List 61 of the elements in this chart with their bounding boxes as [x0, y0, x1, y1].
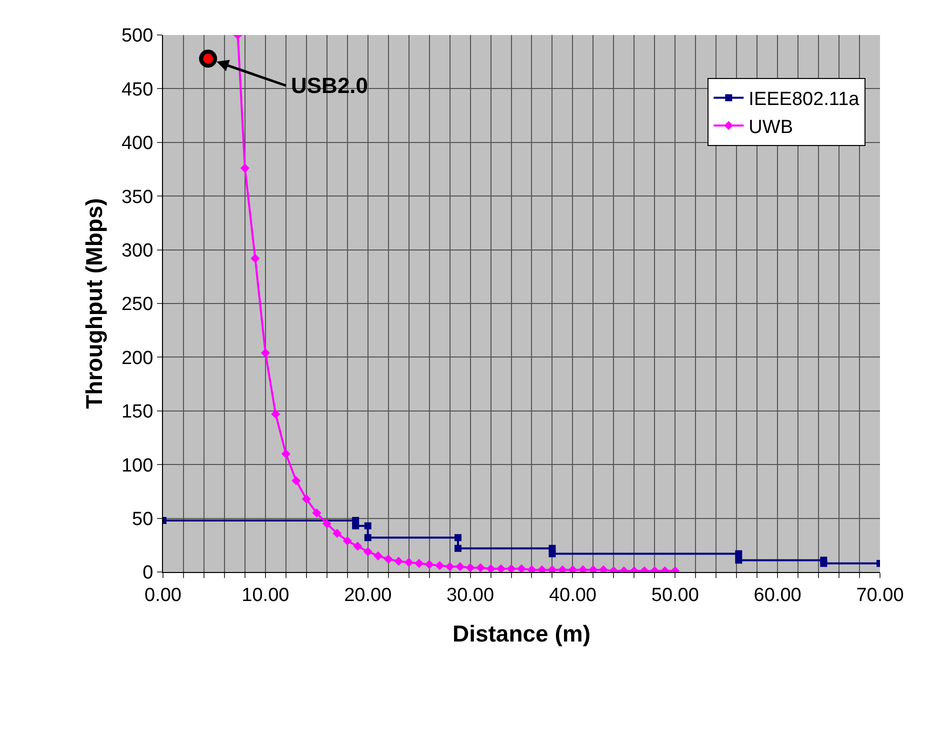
x-tick-label: 0.00	[144, 584, 182, 606]
x-tick-label: 60.00	[754, 584, 802, 606]
y-tick-label: 350	[121, 186, 154, 208]
point	[312, 508, 322, 518]
point	[404, 558, 414, 567]
point	[394, 556, 404, 566]
point	[496, 564, 506, 572]
point	[281, 449, 290, 458]
point	[352, 522, 360, 530]
point	[486, 564, 496, 572]
point	[292, 476, 301, 486]
y-tick-label: 100	[121, 455, 154, 476]
point	[322, 519, 332, 528]
point	[363, 547, 372, 556]
point	[454, 534, 462, 542]
legend-label: UWB	[748, 116, 793, 138]
y-tick-label: 400	[121, 133, 154, 154]
point	[260, 348, 270, 358]
y-tick-label: 200	[121, 348, 154, 369]
x-tick-label: 40.00	[548, 584, 596, 606]
x-axis-title: Distance (m)	[452, 620, 591, 646]
y-tick-label: 150	[121, 402, 154, 423]
legend-label: IEEE802.11a	[748, 89, 860, 110]
point	[271, 410, 280, 419]
point	[302, 494, 311, 504]
y-tick-label: 450	[121, 79, 154, 100]
point	[454, 544, 462, 552]
point	[466, 563, 475, 572]
point	[240, 164, 250, 173]
x-tick-label: 10.00	[242, 584, 290, 606]
y-tick-label: 50	[132, 508, 154, 530]
point	[374, 551, 383, 560]
point	[820, 560, 828, 567]
point	[455, 562, 465, 572]
y-tick-label: 250	[121, 294, 154, 316]
point	[353, 542, 362, 551]
point	[364, 534, 372, 542]
x-tick-label: 30.00	[446, 584, 494, 606]
point	[445, 562, 454, 572]
point	[414, 558, 424, 568]
point	[332, 528, 342, 538]
point	[735, 550, 742, 558]
point	[506, 564, 516, 572]
point	[384, 554, 393, 564]
x-tick-label: 50.00	[651, 584, 699, 606]
point	[435, 561, 444, 570]
y-axis-title: Throughput (Mbps)	[80, 198, 107, 409]
x-tick-label: 70.00	[856, 584, 904, 606]
x-tick-label: 20.00	[344, 584, 392, 606]
y-tick-label: 500	[121, 26, 154, 47]
point	[342, 536, 352, 546]
y-tick-label: 0	[142, 562, 154, 584]
point	[548, 550, 556, 558]
point	[250, 254, 260, 263]
point	[476, 563, 486, 572]
point	[199, 50, 218, 68]
point	[516, 564, 526, 572]
point	[364, 522, 372, 530]
point	[735, 556, 742, 564]
point	[424, 560, 434, 570]
y-tick-label: 300	[121, 240, 154, 262]
